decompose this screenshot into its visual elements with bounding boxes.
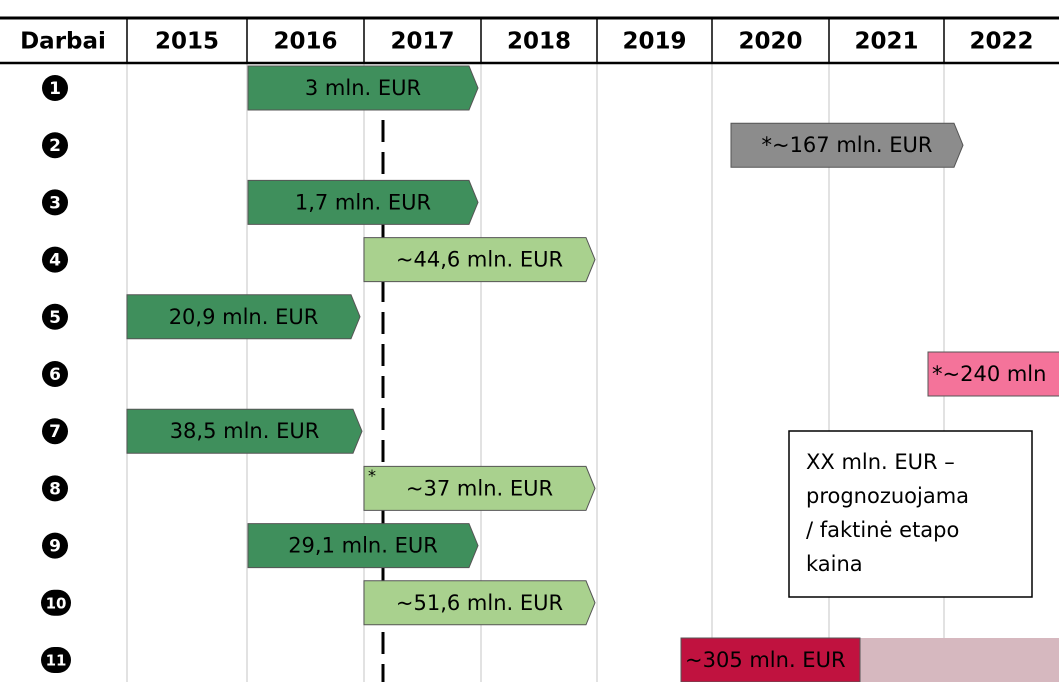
row-marker-number: 11: [46, 652, 67, 670]
row-marker-number: 1: [49, 79, 61, 99]
legend-text: XX mln. EUR –: [806, 450, 955, 474]
row-marker: [42, 246, 68, 273]
row-marker: [42, 361, 68, 387]
row-marker: [41, 589, 71, 616]
bar: [363, 237, 596, 283]
bar: [363, 580, 596, 626]
bar: [927, 351, 1059, 397]
legend-text: prognozuojama: [806, 484, 969, 508]
row-marker: [42, 532, 68, 559]
row-marker-number: 8: [49, 479, 61, 499]
row-marker: [42, 132, 68, 159]
header-cell: 2019: [622, 29, 686, 55]
bar-note: *: [368, 466, 376, 485]
bar-label: *~167 mln. EUR: [761, 133, 932, 157]
bars: 3 mln. EUR *~167 mln. EUR 1,7 mln. EUR ~44,…: [126, 65, 1059, 682]
row-marker-number: 6: [49, 365, 61, 385]
row-marker-number: 7: [49, 422, 61, 442]
bar-label: ~44,6 mln. EUR: [396, 248, 563, 272]
bar: [363, 465, 596, 511]
bar-label: ~37 mln. EUR: [406, 476, 553, 500]
row-marker: [42, 418, 68, 445]
row-marker-number: 2: [49, 136, 61, 156]
bar-extension: [860, 638, 1059, 682]
bar: [247, 523, 479, 569]
bar-label: 29,1 mln. EUR: [288, 534, 438, 558]
bar-label: 1,7 mln. EUR: [295, 190, 431, 214]
row-marker: [42, 475, 68, 502]
row-marker-number: 4: [49, 251, 61, 271]
legend-box: [788, 430, 1033, 598]
header-cell: 2020: [738, 29, 802, 55]
bar-label: 3 mln. EUR: [305, 76, 421, 100]
row-marker: [42, 189, 68, 216]
bar: [126, 294, 361, 340]
bar-label: ~305 mln. EUR: [685, 648, 846, 672]
row-marker: [42, 75, 68, 101]
header-cell: 2021: [854, 29, 918, 55]
row-marker-number: 10: [46, 594, 67, 612]
bar-label: *~240 mln: [932, 362, 1046, 386]
bar-label: ~51,6 mln. EUR: [396, 591, 563, 615]
bar: [126, 408, 363, 454]
bar-label: 38,5 mln. EUR: [170, 419, 320, 443]
row-marker: [41, 647, 71, 673]
bar: [247, 179, 479, 225]
header-cell: 2015: [155, 29, 219, 55]
header-cell: Darbai: [20, 29, 106, 55]
bar-label: 20,9 mln. EUR: [169, 305, 319, 329]
bar: [730, 122, 964, 168]
bar: [247, 65, 479, 111]
header-cell: 2022: [969, 29, 1033, 55]
row-marker: [42, 303, 68, 330]
row-marker-number: 9: [49, 537, 61, 557]
row-marker-number: 3: [49, 193, 61, 213]
header-cell: 2017: [390, 29, 454, 55]
header-cell: 2018: [507, 29, 571, 55]
bar: [680, 637, 861, 682]
header-cell: 2016: [273, 29, 337, 55]
row-marker-number: 5: [49, 308, 61, 328]
legend-text: kaina: [806, 552, 863, 576]
legend-text: / faktinė etapo: [806, 518, 959, 542]
